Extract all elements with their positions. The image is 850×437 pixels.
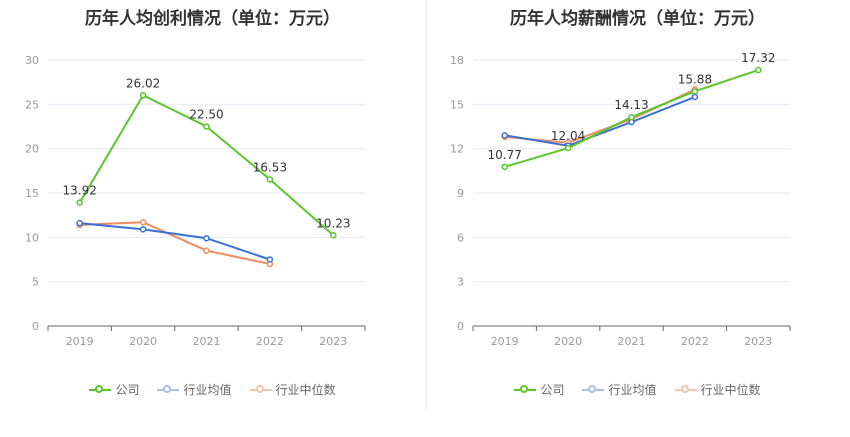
data-label-company: 10.77 — [488, 148, 522, 162]
legend-item-industry-median[interactable]: 行业中位数 — [674, 381, 761, 398]
chart-plot-salary: 0 3 6 9 12 15 18 2019 2020 2021 2022 2023 10.77 12.04… — [450, 51, 791, 348]
y-tick-label: 15 — [450, 98, 464, 111]
x-tick-label: 2023 — [744, 335, 772, 348]
data-label-company: 13.92 — [63, 184, 97, 198]
legend-label-company: 公司 — [115, 383, 140, 397]
data-point-company — [691, 88, 699, 95]
y-tick-label: 6 — [457, 231, 464, 244]
x-tick-label: 2022 — [681, 335, 709, 348]
y-tick-label: 15 — [25, 187, 39, 200]
legend-label-industry-avg: 行业均值 — [608, 383, 657, 397]
data-point-company — [203, 123, 210, 130]
chart-panel-salary: 历年人均薪酬情况（单位：万元） 0 3 6 9 12 15 18 2019 2020 2021 20… — [425, 0, 850, 437]
data-label-company: 12.04 — [551, 129, 585, 143]
data-point-company — [76, 199, 83, 206]
x-tick-label: 2019 — [66, 335, 94, 348]
data-point-company — [755, 66, 762, 74]
legend-item-company[interactable]: 公司 — [89, 381, 139, 398]
data-label-company: 17.32 — [741, 51, 775, 65]
y-tick-label: 18 — [450, 54, 464, 67]
data-point-company — [139, 92, 147, 99]
chart-panel-profit: 历年人均创利情况（单位：万元） 0 5 10 15 20 25 30 2019 2020 2021… — [0, 9, 425, 398]
y-tick-label: 5 — [32, 276, 39, 289]
chart-title: 历年人均薪酬情况（单位：万元） — [510, 9, 765, 29]
data-point-industry_avg — [139, 226, 147, 233]
data-label-company: 10.23 — [316, 216, 350, 230]
data-point-industry_avg — [266, 256, 274, 263]
y-tick-label: 10 — [25, 231, 39, 244]
y-tick-label: 3 — [457, 276, 464, 289]
legend-label-company: 公司 — [540, 383, 565, 397]
series-line-industry_avg — [79, 222, 271, 261]
legend-item-company[interactable]: 公司 — [514, 381, 564, 398]
data-point-industry_avg — [203, 234, 210, 242]
legend-label-industry-median: 行业中位数 — [700, 383, 761, 397]
chart-title: 历年人均创利情况（单位：万元） — [85, 9, 340, 29]
legend-item-industry-median[interactable]: 行业中位数 — [249, 381, 336, 398]
y-tick-label: 30 — [25, 54, 39, 67]
y-tick-label: 0 — [457, 320, 464, 333]
panel-divider — [426, 0, 427, 410]
x-tick-label: 2021 — [193, 335, 221, 348]
legend-swatch-industry-median — [674, 384, 697, 396]
series-line-industry_median — [79, 221, 271, 265]
data-point-company — [501, 163, 508, 171]
data-point-industry_avg — [691, 93, 699, 101]
y-tick-label: 12 — [450, 143, 464, 156]
x-tick-label: 2021 — [618, 335, 646, 348]
data-point-industry_avg — [501, 132, 508, 139]
legend-item-industry-avg[interactable]: 行业均值 — [582, 381, 657, 398]
chart-plot-profit: 0 5 10 15 20 25 30 2019 2020 2021 2022 2023 13.92 26.… — [25, 54, 366, 348]
y-tick-label: 25 — [25, 98, 39, 111]
data-label-company: 16.53 — [253, 160, 287, 174]
data-point-industry_median — [139, 219, 147, 226]
x-tick-label: 2020 — [129, 335, 157, 348]
data-label-company: 22.50 — [189, 108, 223, 122]
x-tick-label: 2020 — [554, 335, 582, 348]
series-line-industry_avg — [504, 96, 696, 147]
data-label-company: 26.02 — [126, 76, 160, 90]
y-tick-label: 9 — [457, 187, 464, 200]
legend-label-industry-median: 行业中位数 — [275, 383, 336, 397]
data-point-company — [266, 176, 274, 183]
legend-swatch-company — [89, 384, 112, 396]
legend-label-industry-avg: 行业均值 — [183, 383, 232, 397]
data-point-company — [564, 144, 572, 152]
x-tick-label: 2019 — [491, 335, 519, 348]
data-point-industry_median — [203, 247, 210, 254]
legend: 公司 行业均值 行业中位数 — [0, 381, 425, 398]
y-tick-label: 0 — [32, 320, 39, 333]
data-label-company: 14.13 — [614, 98, 648, 112]
legend-swatch-industry-avg — [157, 384, 180, 396]
legend-item-industry-avg[interactable]: 行业均值 — [157, 381, 232, 398]
legend-swatch-industry-median — [249, 384, 272, 396]
x-tick-label: 2022 — [256, 335, 284, 348]
legend-swatch-industry-avg — [582, 384, 605, 396]
y-tick-label: 20 — [25, 143, 39, 156]
data-point-industry_avg — [76, 219, 83, 227]
data-point-company — [628, 113, 635, 121]
legend: 公司 行业均值 行业中位数 — [425, 381, 850, 398]
legend-swatch-company — [514, 384, 537, 396]
data-point-company — [330, 232, 337, 239]
x-tick-label: 2023 — [319, 335, 347, 348]
data-label-company: 15.88 — [678, 72, 712, 86]
